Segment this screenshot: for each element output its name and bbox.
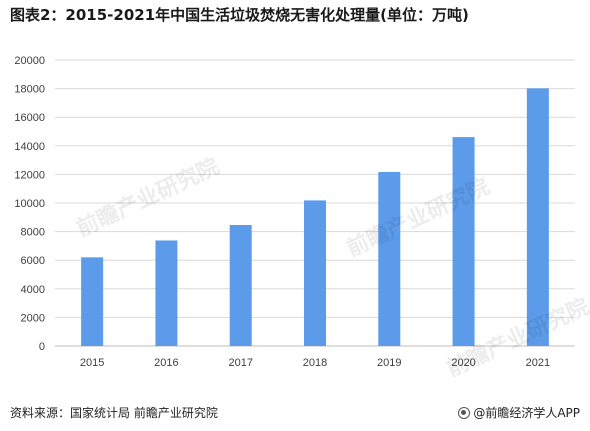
bar-2020 [452,137,475,346]
bar-2021 [526,88,549,346]
bar-2017 [229,225,252,346]
bar-2016 [155,240,178,346]
y-tick-label: 4000 [21,284,45,296]
x-tick-label: 2019 [377,357,401,369]
brand-credit: @前瞻经济学人APP [458,404,580,421]
y-tick-label: 12000 [14,169,45,181]
y-tick-label: 2000 [21,312,45,324]
y-tick-label: 18000 [14,84,45,96]
y-axis-ticks: 0 2000 4000 6000 8000 10000 12000 14000 16000 180… [14,55,45,353]
bar-2019 [378,171,401,346]
chart-title: 图表2：2015-2021年中国生活垃圾焚烧无害化处理量(单位：万吨) [10,6,469,24]
footer: 资料来源：国家统计局 前瞻产业研究院 @前瞻经济学人APP [10,404,580,424]
bar-2015 [81,257,104,346]
brand-text: @前瞻经济学人APP [473,406,580,420]
x-tick-label: 2015 [80,357,104,369]
y-tick-label: 14000 [14,141,45,153]
brand-logo-icon [458,406,471,419]
bar-2018 [304,200,326,346]
y-tick-label: 6000 [21,255,45,267]
x-tick-label: 2017 [228,357,252,369]
x-tick-label: 2021 [526,357,550,369]
x-tick-label: 2018 [303,357,327,369]
bars [81,88,549,346]
x-tick-label: 2020 [451,357,475,369]
source-text: 资料来源：国家统计局 前瞻产业研究院 [10,406,218,420]
y-tick-label: 16000 [14,112,45,124]
x-axis-ticks: 2015 2016 2017 2018 2019 2020 2021 [80,357,550,369]
bar-chart: 0 2000 4000 6000 8000 10000 12000 14000 16000 180… [14,55,575,369]
y-tick-label: 20000 [14,55,45,67]
y-tick-label: 10000 [14,198,45,210]
y-tick-label: 8000 [21,227,45,239]
y-tick-label: 0 [39,341,45,353]
x-tick-label: 2016 [154,357,178,369]
